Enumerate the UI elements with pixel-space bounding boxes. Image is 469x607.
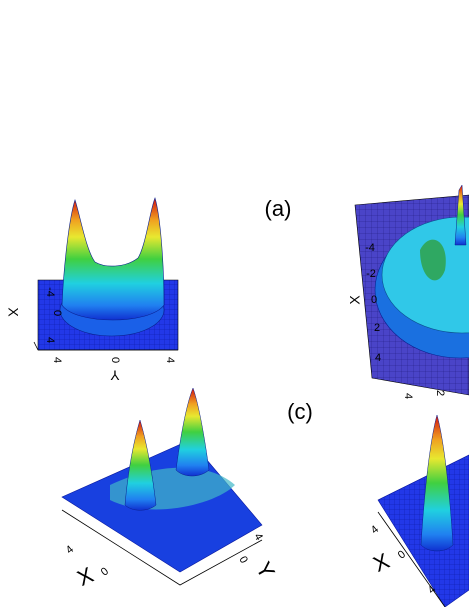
peak bbox=[420, 414, 454, 552]
y-tick: 0 bbox=[236, 554, 249, 565]
axis bbox=[61, 509, 263, 586]
x-label: X bbox=[347, 295, 363, 305]
spike bbox=[454, 184, 467, 246]
panel-1: X -4 0 4 4 0 4 Y bbox=[5, 197, 179, 383]
panel-4: X 4 0 4 bbox=[369, 414, 469, 607]
x-tick: 2 bbox=[374, 322, 380, 334]
y-tick: 4 bbox=[251, 531, 264, 542]
y-tick: 4 bbox=[402, 393, 414, 399]
x-tick: 0 bbox=[99, 565, 111, 578]
x-tick: -4 bbox=[365, 242, 375, 254]
x-tick: 4 bbox=[44, 337, 56, 343]
panel-label: (c) bbox=[287, 399, 313, 424]
x-tick: -4 bbox=[44, 287, 56, 297]
x-tick: 4 bbox=[64, 543, 76, 556]
y-tick: 2 bbox=[434, 390, 446, 396]
x-tick: 4 bbox=[375, 352, 381, 364]
x-tick: 0 bbox=[371, 294, 377, 306]
axis bbox=[377, 511, 446, 607]
x-tick: 4 bbox=[369, 523, 381, 536]
x-label: X bbox=[369, 548, 393, 577]
surface bbox=[61, 197, 165, 321]
x-label: X bbox=[73, 562, 97, 591]
y-tick: 0 bbox=[109, 357, 121, 363]
y-tick: 4 bbox=[51, 357, 63, 363]
peak bbox=[124, 419, 157, 511]
surface-patch bbox=[420, 239, 446, 281]
x-tick: 0 bbox=[51, 310, 63, 316]
panel-label: (a) bbox=[265, 196, 292, 221]
peak bbox=[175, 387, 210, 477]
panel-2: X -4 -2 0 2 4 4 2 bbox=[347, 184, 469, 399]
panel-3: X 4 0 4 0 Y bbox=[61, 387, 280, 591]
y-label: Y bbox=[251, 558, 280, 583]
y-tick: 4 bbox=[164, 357, 176, 363]
x-tick: 0 bbox=[396, 548, 408, 561]
axis bbox=[33, 341, 178, 351]
x-label: X bbox=[5, 307, 21, 317]
y-label: Y bbox=[110, 367, 120, 383]
x-tick: -2 bbox=[366, 268, 376, 280]
